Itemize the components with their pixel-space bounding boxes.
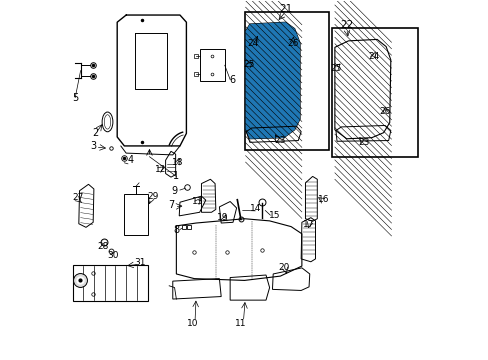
Text: 31: 31 xyxy=(135,258,146,267)
Text: 6: 6 xyxy=(228,75,235,85)
Text: 17: 17 xyxy=(303,220,314,229)
Text: 10: 10 xyxy=(186,319,198,328)
Text: 29: 29 xyxy=(147,192,159,201)
Text: 15: 15 xyxy=(269,211,280,220)
Text: 5: 5 xyxy=(72,93,78,103)
Text: 23: 23 xyxy=(273,136,285,145)
Text: 20: 20 xyxy=(278,264,289,273)
Text: 21: 21 xyxy=(279,4,292,14)
Text: 18: 18 xyxy=(172,158,183,167)
Polygon shape xyxy=(245,22,300,139)
Bar xyxy=(244,12,328,149)
Text: 24: 24 xyxy=(247,39,259,48)
Text: 8: 8 xyxy=(173,225,179,235)
Bar xyxy=(332,28,418,157)
Text: 11: 11 xyxy=(235,319,246,328)
Bar xyxy=(199,49,224,81)
Text: 13: 13 xyxy=(192,197,203,206)
Text: 27: 27 xyxy=(72,193,83,202)
Bar xyxy=(73,265,148,301)
Text: 23: 23 xyxy=(358,138,369,147)
Text: 25: 25 xyxy=(243,60,254,69)
Text: 25: 25 xyxy=(329,64,341,73)
Text: 19: 19 xyxy=(217,213,228,222)
Text: 22: 22 xyxy=(339,20,353,30)
Text: 1: 1 xyxy=(173,171,179,181)
Text: 7: 7 xyxy=(167,200,174,210)
Text: 16: 16 xyxy=(317,195,328,204)
Text: 9: 9 xyxy=(171,186,177,196)
Text: 12: 12 xyxy=(154,165,165,174)
Text: 26: 26 xyxy=(379,107,390,116)
Text: 26: 26 xyxy=(286,39,298,48)
Text: 2: 2 xyxy=(92,129,99,138)
Text: 3: 3 xyxy=(90,141,96,151)
Text: 24: 24 xyxy=(367,52,379,61)
Text: 28: 28 xyxy=(97,242,108,251)
Bar xyxy=(123,194,148,235)
Text: 30: 30 xyxy=(107,251,119,260)
Text: 4: 4 xyxy=(128,155,134,165)
Text: 14: 14 xyxy=(249,204,261,213)
